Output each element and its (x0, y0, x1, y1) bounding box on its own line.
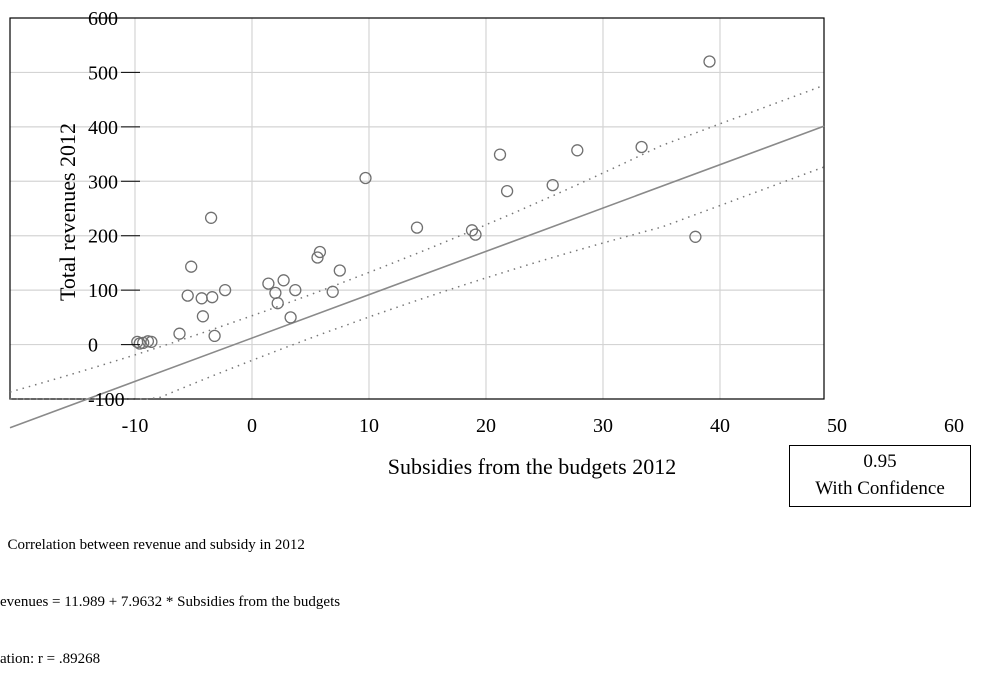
confidence-legend-box: 0.95 With Confidence (789, 445, 971, 507)
note-line-2: evenues = 11.989 + 7.9632 * Subsidies fr… (0, 594, 341, 610)
x-tick-label: 60 (944, 415, 964, 437)
x-axis-title: Subsidies from the budgets 2012 (388, 454, 676, 479)
note-line-1: Correlation between revenue and subsidy … (0, 537, 305, 553)
x-tick-label: -10 (122, 415, 149, 437)
x-tick-label: 50 (827, 415, 847, 437)
data-point (271, 297, 284, 310)
note-line-3: ation: r = .89268 (0, 651, 101, 667)
data-point (546, 178, 559, 192)
y-tick-label: 500 (88, 62, 118, 84)
y-tick-label: 0 (88, 335, 98, 357)
x-tick-label: 30 (593, 415, 613, 437)
y-tick-label: 600 (88, 8, 118, 30)
data-point (195, 292, 208, 305)
y-tick-label: 200 (88, 226, 118, 248)
data-point (333, 264, 346, 277)
regression-line (9, 125, 825, 429)
data-point (208, 329, 221, 343)
data-point (326, 285, 339, 298)
data-point (181, 289, 194, 302)
data-point (359, 171, 372, 185)
data-point (311, 251, 324, 264)
data-point (410, 221, 424, 234)
y-axis-ticks: -100 0 100 200 300 400 500 600 (88, 8, 140, 411)
y-tick-label: 400 (88, 117, 118, 139)
data-point (469, 228, 482, 241)
data-point (289, 283, 302, 297)
data-point (206, 291, 219, 304)
data-point (196, 310, 210, 323)
scatter-chart: -10 0 10 20 30 40 50 60 -1000100200300400500600… (9, 8, 964, 479)
confidence-band-lines (9, 84, 825, 400)
data-point (173, 327, 186, 340)
y-tick-label: 100 (88, 280, 118, 302)
confidence-band-line (9, 84, 825, 393)
data-point (465, 224, 479, 237)
data-point (145, 335, 158, 349)
x-tick-label: 0 (247, 415, 257, 437)
data-point (269, 286, 282, 300)
data-points (131, 55, 716, 350)
plot-frame (9, 17, 825, 400)
data-point (262, 277, 275, 290)
data-point (500, 184, 514, 198)
regression-notes: Correlation between revenue and subsidy … (0, 498, 340, 688)
data-point (277, 274, 290, 287)
data-point (204, 211, 218, 224)
data-point (635, 140, 648, 154)
x-tick-label: 10 (359, 415, 379, 437)
data-point (313, 245, 327, 259)
x-axis-ticks: -10 0 10 20 30 40 50 60 (122, 415, 964, 437)
confidence-value: 0.95 (863, 451, 897, 472)
y-tick-label: -100 (88, 389, 125, 411)
data-point (689, 230, 702, 243)
data-point (571, 144, 584, 157)
x-tick-label: 40 (710, 415, 730, 437)
data-point (493, 148, 507, 161)
data-point (703, 55, 716, 68)
confidence-label: With Confidence (815, 478, 945, 499)
y-tick-label: 300 (88, 171, 118, 193)
y-axis-title: Total revenues 2012 (55, 123, 80, 301)
data-point (284, 311, 297, 324)
confidence-band-line (10, 166, 825, 400)
data-point (218, 283, 232, 297)
data-point (185, 260, 198, 273)
x-tick-label: 20 (476, 415, 496, 437)
